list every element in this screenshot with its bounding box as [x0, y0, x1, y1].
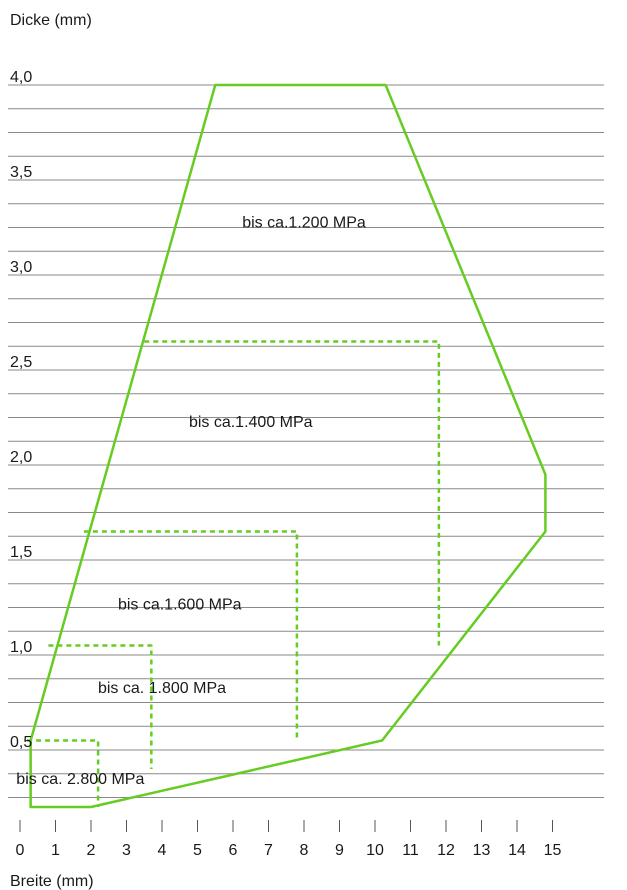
y-tick-label: 0,5: [10, 734, 32, 751]
region-labels: bis ca.1.200 MPa bis ca.1.400 MPa bis ca.1…: [16, 215, 366, 789]
region-outline: [144, 340, 441, 646]
region-label: bis ca. 1.800 MPa: [98, 680, 226, 697]
x-tick-label: 15: [544, 842, 562, 859]
y-tick-label: 2,0: [10, 449, 32, 466]
y-tick-label: 1,5: [10, 544, 32, 561]
x-tick-label: 0: [16, 842, 25, 859]
x-tick-label: 4: [158, 842, 167, 859]
y-tick-label: 1,0: [10, 639, 32, 656]
y-tick-label: 3,0: [10, 259, 32, 276]
y-axis-title: Dicke (mm): [10, 12, 92, 29]
grid-lines: [8, 84, 604, 798]
x-tick-label: 7: [264, 842, 273, 859]
x-tick-label: 2: [87, 842, 96, 859]
x-tick-label: 11: [402, 842, 419, 859]
region-outline: [83, 530, 299, 741]
region-label: bis ca. 2.800 MPa: [16, 771, 144, 788]
x-tick-label: 6: [229, 842, 238, 859]
x-tick-label: 3: [122, 842, 131, 859]
x-tick-label: 1: [51, 842, 60, 859]
x-axis-title: Breite (mm): [10, 873, 94, 890]
y-tick-label: 3,5: [10, 164, 32, 181]
x-tick-label: 12: [437, 842, 455, 859]
y-tick-label: 2,5: [10, 354, 32, 371]
x-tick-label: 13: [473, 842, 491, 859]
regions: [27, 83, 547, 809]
region-outline: [48, 644, 153, 769]
region-outline: [29, 83, 547, 809]
x-tick-label: 8: [300, 842, 309, 859]
region-label: bis ca.1.600 MPa: [118, 596, 242, 613]
region-label: bis ca.1.400 MPa: [189, 414, 313, 431]
x-axis: 0 1 2 3 4 5 6 7 8 9 10 11 12 13 14 15: [16, 820, 562, 859]
x-tick-label: 14: [508, 842, 526, 859]
y-tick-labels: 0,5 1,0 1,5 2,0 2,5 3,0 3,5 4,0: [10, 69, 32, 751]
y-tick-label: 4,0: [10, 69, 32, 86]
x-tick-label: 9: [335, 842, 344, 859]
region-label: bis ca.1.200 MPa: [242, 215, 366, 232]
x-tick-label: 5: [193, 842, 202, 859]
x-tick-label: 10: [366, 842, 384, 859]
